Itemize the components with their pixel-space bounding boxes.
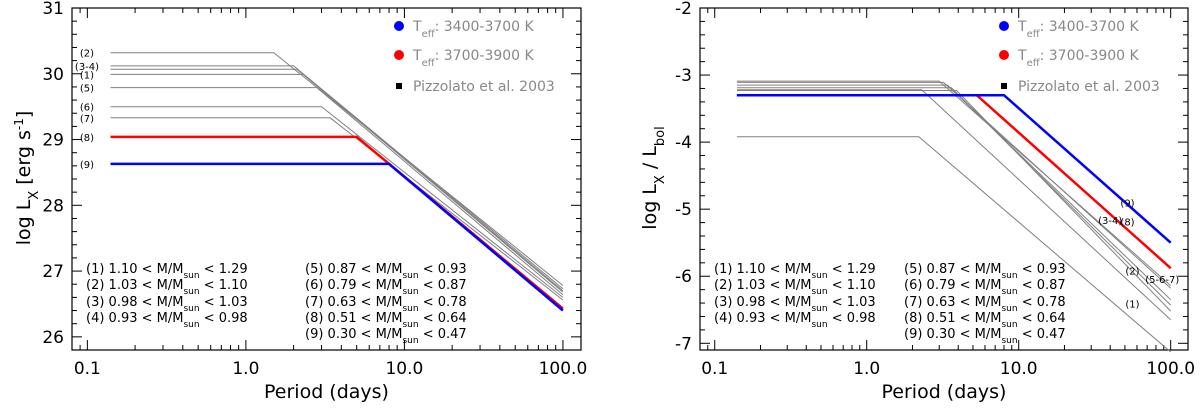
series-label: (2) [1125, 266, 1139, 277]
x-tick-label: 10.0 [1000, 359, 1038, 379]
left-panel-lx-vs-period: 0.1 1.0 10.0 100.0 26 27 28 29 30 31 Period (days)… [12, 0, 587, 403]
legend-marker [394, 21, 404, 31]
series-label: (1) [80, 70, 94, 81]
series-label: (7) [80, 114, 94, 125]
y-tick-label: -6 [675, 267, 692, 287]
series-line-8 [736, 93, 1172, 270]
x-tick-label: 100.0 [539, 359, 588, 379]
series-line-3-4b [110, 68, 564, 292]
y-tick-label: 27 [42, 262, 64, 282]
y-tick-label: -3 [675, 66, 692, 86]
series-label: (1) [1125, 299, 1139, 310]
mass-key-entry: (7) 0.63 < M/Msun < 0.78 [904, 295, 1066, 314]
series-line-9 [110, 162, 564, 312]
series-line-6 [110, 106, 564, 298]
series-line-6 [736, 87, 1172, 306]
legend-text: Pizzolato et al. 2003 [1018, 79, 1160, 95]
series-label: (5-6-7) [1145, 275, 1179, 286]
legend-marker [1001, 83, 1007, 89]
x-tick-label: 0.1 [701, 359, 728, 379]
plot-frame [699, 7, 1189, 351]
x-tick-label: 10.0 [385, 359, 423, 379]
y-tick-label: -5 [675, 200, 692, 220]
legend-text: Teff: 3700-3900 K [412, 48, 535, 69]
series-line-9 [736, 93, 1172, 244]
series-label: (9) [1120, 199, 1134, 210]
y-tick-label: 29 [42, 131, 64, 151]
series-line-2 [110, 52, 564, 286]
series-label: (5) [80, 84, 94, 95]
series-label: (3-4) [75, 62, 99, 73]
series-line-2 [736, 89, 1172, 321]
legend-marker [999, 50, 1009, 60]
mass-key-entry: (9) 0.30 < M/Msun < 0.47 [904, 327, 1066, 346]
y-axis-label: log LX / Lbol [639, 126, 668, 229]
x-tick-label: 100.0 [1146, 359, 1195, 379]
mass-key-entry: (2) 1.03 < M/Msun < 1.10 [86, 278, 248, 297]
mass-key-entry: (3) 0.98 < M/Msun < 1.03 [86, 295, 248, 314]
mass-key-entry: (6) 0.79 < M/Msun < 0.87 [305, 278, 467, 297]
mass-key-entry: (2) 1.03 < M/Msun < 1.10 [714, 278, 876, 297]
x-tick-label: 1.0 [232, 359, 259, 379]
legend-text: Teff: 3700-3900 K [1017, 48, 1140, 69]
mass-key-entry: (6) 0.79 < M/Msun < 0.87 [904, 278, 1066, 297]
x-tick-label: 0.1 [74, 359, 101, 379]
mass-key-entry: (7) 0.63 < M/Msun < 0.78 [305, 295, 467, 314]
y-tick-label: 28 [42, 196, 64, 216]
series-label: (2) [80, 49, 94, 60]
y-axis-label: log LX [erg s-1] [12, 111, 42, 246]
y-tick-label: -4 [675, 133, 692, 153]
right-panel-lx-lbol-vs-period: 0.1 1.0 10.0 100.0 -7 -6 -5 -4 -3 -2 Period (days)… [639, 0, 1195, 403]
series-line-3-4 [110, 65, 564, 290]
series-line-7 [110, 117, 564, 301]
series-line-5 [736, 84, 1172, 301]
series-label: (6) [80, 103, 94, 114]
y-tick-label: 31 [42, 0, 64, 19]
y-tick-label: -2 [675, 0, 692, 19]
series-line-3-4 [736, 80, 1172, 286]
mass-key-entry: (1) 1.10 < M/Msun < 1.29 [714, 262, 876, 281]
legend-marker [999, 21, 1009, 31]
series-line-5 [110, 87, 564, 296]
mass-key-entry: (9) 0.30 < M/Msun < 0.47 [305, 327, 467, 346]
series-line-1 [110, 73, 564, 293]
series-line-7 [736, 90, 1172, 312]
y-tick-label: -7 [675, 334, 692, 354]
legend-text: Teff: 3400-3700 K [412, 19, 535, 40]
mass-key-entry: (8) 0.51 < M/Msun < 0.64 [305, 311, 467, 330]
y-tick-label: 26 [42, 328, 64, 348]
series-label: (8) [1120, 218, 1134, 229]
series-line-1 [736, 136, 1172, 353]
series-label: (8) [80, 133, 94, 144]
mass-key-entry: (1) 1.10 < M/Msun < 1.29 [86, 262, 248, 281]
x-axis-label: Period (days) [882, 381, 1007, 403]
series-label: (9) [80, 160, 94, 171]
x-tick-label: 1.0 [853, 359, 880, 379]
mass-key-entry: (8) 0.51 < M/Msun < 0.64 [904, 311, 1066, 330]
mass-key-entry: (4) 0.93 < M/Msun < 0.98 [714, 311, 876, 330]
legend-marker [394, 50, 404, 60]
x-axis-label: Period (days) [264, 381, 389, 403]
series-line-3-4b [736, 81, 1172, 289]
legend-text: Pizzolato et al. 2003 [413, 79, 555, 95]
mass-key-entry: (5) 0.87 < M/Msun < 0.93 [904, 262, 1066, 281]
mass-key-entry: (3) 0.98 < M/Msun < 1.03 [714, 295, 876, 314]
legend-marker [396, 83, 402, 89]
series-label: (3-4) [1098, 216, 1122, 227]
legend-text: Teff: 3400-3700 K [1017, 19, 1140, 40]
mass-key-entry: (4) 0.93 < M/Msun < 0.98 [86, 311, 248, 330]
y-tick-label: 30 [42, 65, 64, 85]
mass-key-entry: (5) 0.87 < M/Msun < 0.93 [305, 262, 467, 281]
